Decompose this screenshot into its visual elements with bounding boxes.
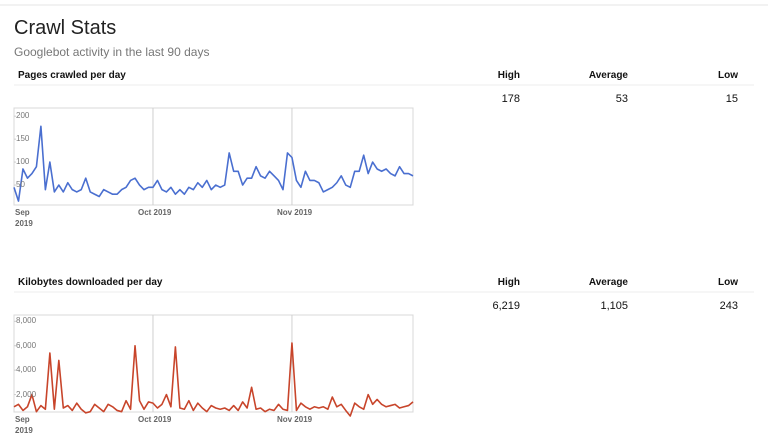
summary-value: 1,105 [600, 300, 628, 312]
summary-label: Average [588, 70, 628, 81]
series-line [13, 342, 414, 417]
chart-title: Pages crawled per day [18, 70, 126, 81]
plot-frame [13, 107, 414, 206]
y-tick-label: 150 [16, 134, 30, 144]
page-title: Crawl Stats [14, 17, 117, 39]
page-subtitle: Googlebot activity in the last 90 days [14, 45, 210, 59]
y-tick-label: 2,000 [16, 389, 37, 399]
summary-value: 15 [725, 93, 738, 105]
summary-value: 6,219 [492, 300, 520, 312]
plot-frame [13, 314, 414, 413]
y-tick-label: 50 [16, 180, 25, 190]
chart-title: Kilobytes downloaded per day [18, 277, 163, 288]
x-tick-label: Nov 2019 [276, 415, 313, 424]
x-tick-label: Sep 2019 [15, 208, 33, 228]
x-tick-label: Oct 2019 [137, 208, 172, 217]
y-tick-label: 4,000 [16, 365, 37, 375]
y-tick-label: 8,000 [16, 316, 37, 326]
x-tick-label: Sep 2019 [15, 415, 33, 435]
summary-label: Low [718, 70, 738, 81]
summary-value: 243 [719, 300, 738, 312]
x-tick-label: Nov 2019 [276, 208, 313, 217]
y-tick-label: 6,000 [16, 340, 37, 350]
summary-value: 53 [615, 93, 628, 105]
summary-label: Average [588, 277, 628, 288]
x-tick-label: Oct 2019 [137, 415, 172, 424]
series-line [13, 125, 414, 202]
summary-label: High [497, 277, 520, 288]
summary-label: High [497, 70, 520, 81]
y-tick-label: 100 [16, 157, 30, 167]
summary-value: 178 [501, 93, 520, 105]
y-tick-label: 200 [16, 111, 30, 121]
summary-label: Low [718, 277, 738, 288]
